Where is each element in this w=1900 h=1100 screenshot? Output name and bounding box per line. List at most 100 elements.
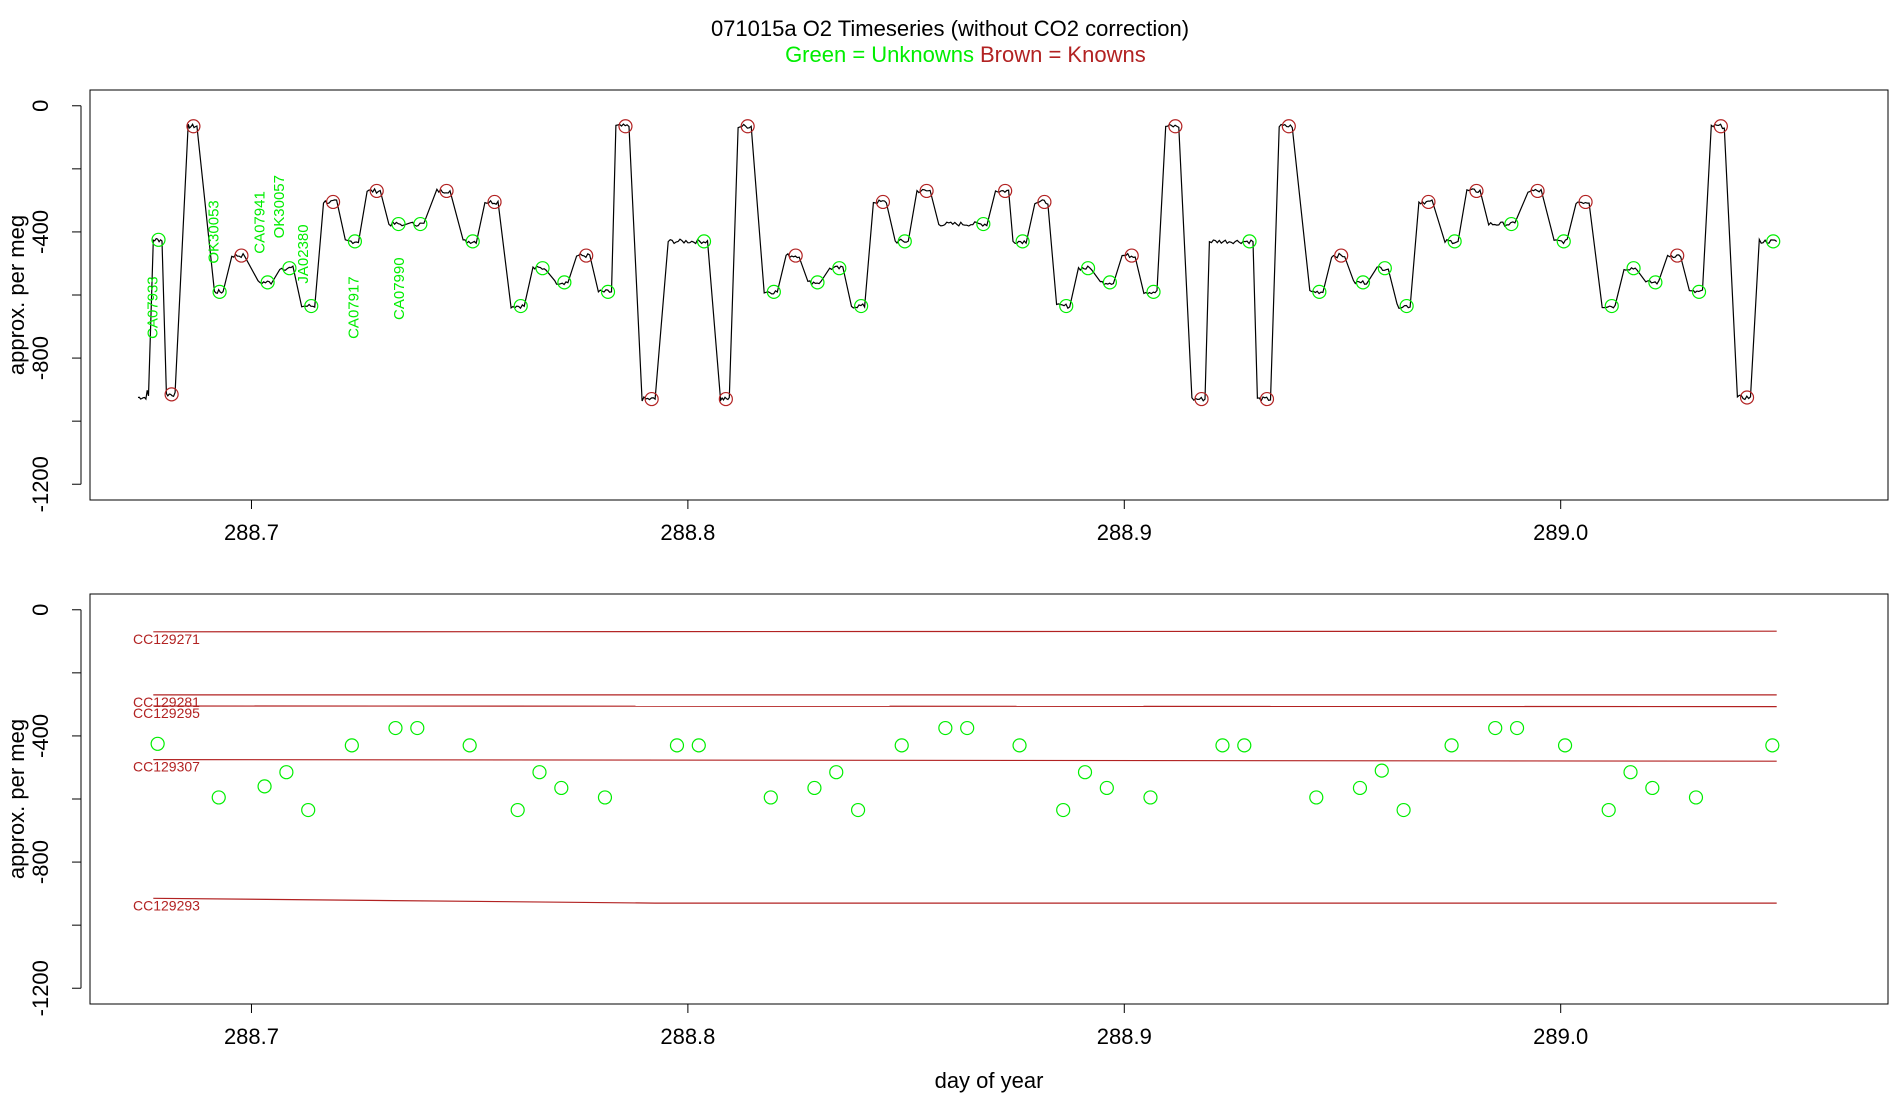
known-marker — [1194, 391, 1209, 407]
unknown-point — [1237, 738, 1252, 753]
known-marker — [439, 183, 454, 199]
unknown-marker — [260, 275, 275, 290]
y-tick-label: -400 — [28, 714, 53, 758]
bottom-panel: 288.7 288.8 288.9 289.0 0 -400 -800 -1200 approx… — [4, 593, 1889, 1093]
unknown-point — [1509, 720, 1525, 736]
standard-line — [153, 897, 1777, 904]
unknown-marker — [1399, 298, 1414, 314]
x-tick-label: 289.0 — [1533, 520, 1588, 545]
unknown-point — [1056, 802, 1071, 818]
unknown-sample-label: CA07941 — [252, 191, 269, 254]
x-tick-label: 288.9 — [1097, 1024, 1152, 1049]
unknown-point — [763, 790, 778, 805]
known-marker — [579, 248, 594, 263]
unknown-point — [1396, 802, 1411, 818]
known-marker — [788, 248, 803, 263]
x-tick-label: 288.8 — [660, 1024, 715, 1049]
unknown-marker — [391, 216, 406, 232]
unknown-marker — [1626, 261, 1641, 276]
unknown-marker — [413, 216, 428, 232]
plot-frame — [89, 89, 1889, 501]
unknown-marker — [1312, 284, 1327, 299]
known-marker — [1670, 248, 1685, 263]
y-axis-label: approx. per meg — [4, 215, 29, 375]
unknown-marker — [1080, 261, 1096, 276]
unknown-point — [1012, 738, 1027, 753]
known-marker — [1530, 183, 1545, 199]
unknown-marker — [810, 275, 825, 290]
unknown-point — [1557, 738, 1573, 753]
unknown-marker — [1556, 234, 1571, 249]
unknown-point — [554, 780, 569, 796]
y-tick-label: -800 — [28, 336, 53, 380]
y-tick-label: 0 — [28, 604, 53, 616]
unknown-point — [301, 802, 316, 818]
unknown-sample-label: OK30057 — [271, 175, 288, 238]
legend-knowns: Brown = Knowns — [980, 42, 1146, 67]
x-axis-label: day of year — [935, 1068, 1044, 1093]
known-marker — [1739, 390, 1755, 405]
unknown-marker — [766, 284, 781, 299]
unknown-point — [532, 765, 547, 780]
chart-title: 071015a O2 Timeseries (without CO2 corre… — [711, 16, 1189, 41]
known-marker — [1469, 183, 1484, 199]
unknown-sample-label: OK30053 — [206, 200, 223, 263]
unknown-sample-label: CA07990 — [391, 257, 408, 320]
unknown-point — [1099, 780, 1114, 796]
top-panel: 288.7 288.8 288.9 289.0 0 -400 -800 -1200 approx… — [4, 89, 1889, 545]
unknown-marker — [1604, 298, 1619, 314]
unknown-marker — [1648, 275, 1663, 290]
plot-frame — [89, 593, 1889, 1005]
unknown-marker — [1766, 234, 1781, 249]
unknown-marker — [1504, 216, 1519, 232]
unknown-point — [257, 779, 272, 794]
unknown-marker — [1059, 298, 1074, 314]
unknown-point — [1488, 720, 1503, 736]
unknown-point — [829, 765, 844, 780]
y-tick-label: -1200 — [28, 456, 53, 512]
known-marker — [186, 119, 201, 134]
y-tick-label: -1200 — [28, 960, 53, 1016]
unknown-marker — [1102, 275, 1117, 290]
unknown-point — [410, 720, 425, 736]
unknown-point — [807, 780, 822, 796]
unknown-point — [211, 790, 226, 805]
unknown-point — [850, 802, 866, 818]
unknown-sample-label: CA07933 — [145, 276, 162, 339]
unknown-sample-label: CA07917 — [345, 276, 362, 339]
unknown-point — [1601, 802, 1616, 818]
x-tick-label: 289.0 — [1533, 1024, 1588, 1049]
unknown-marker — [600, 284, 616, 299]
unknown-marker — [1015, 234, 1030, 249]
standard-label: CC129271 — [133, 631, 200, 647]
known-marker — [644, 391, 659, 407]
unknown-point — [1309, 790, 1324, 805]
unknown-marker — [1377, 261, 1392, 276]
unknown-sample-label: JA02380 — [295, 224, 312, 283]
standard-label: CC129293 — [133, 897, 200, 913]
unknown-marker — [976, 216, 991, 232]
unknown-point — [1374, 763, 1389, 778]
unknown-point — [344, 738, 359, 753]
unknown-marker — [854, 298, 869, 314]
known-marker — [875, 194, 891, 210]
x-tick-label: 288.8 — [660, 520, 715, 545]
o2-trace-line — [137, 123, 1778, 403]
known-marker — [325, 194, 341, 210]
known-marker — [1578, 194, 1593, 210]
unknown-point — [1765, 738, 1780, 753]
standard-label: CC129295 — [133, 705, 200, 721]
unknown-marker — [557, 275, 572, 290]
unknown-point — [150, 736, 165, 751]
unknown-point — [1444, 738, 1459, 753]
unknown-marker — [696, 234, 712, 249]
known-marker — [1713, 119, 1728, 134]
unknown-point — [691, 738, 706, 753]
known-marker — [618, 119, 633, 134]
unknown-point — [938, 720, 953, 736]
unknown-marker — [1146, 284, 1161, 299]
unknown-point — [1143, 790, 1158, 805]
unknown-point — [669, 738, 685, 753]
unknown-marker — [304, 298, 319, 314]
unknown-marker — [1242, 234, 1257, 249]
